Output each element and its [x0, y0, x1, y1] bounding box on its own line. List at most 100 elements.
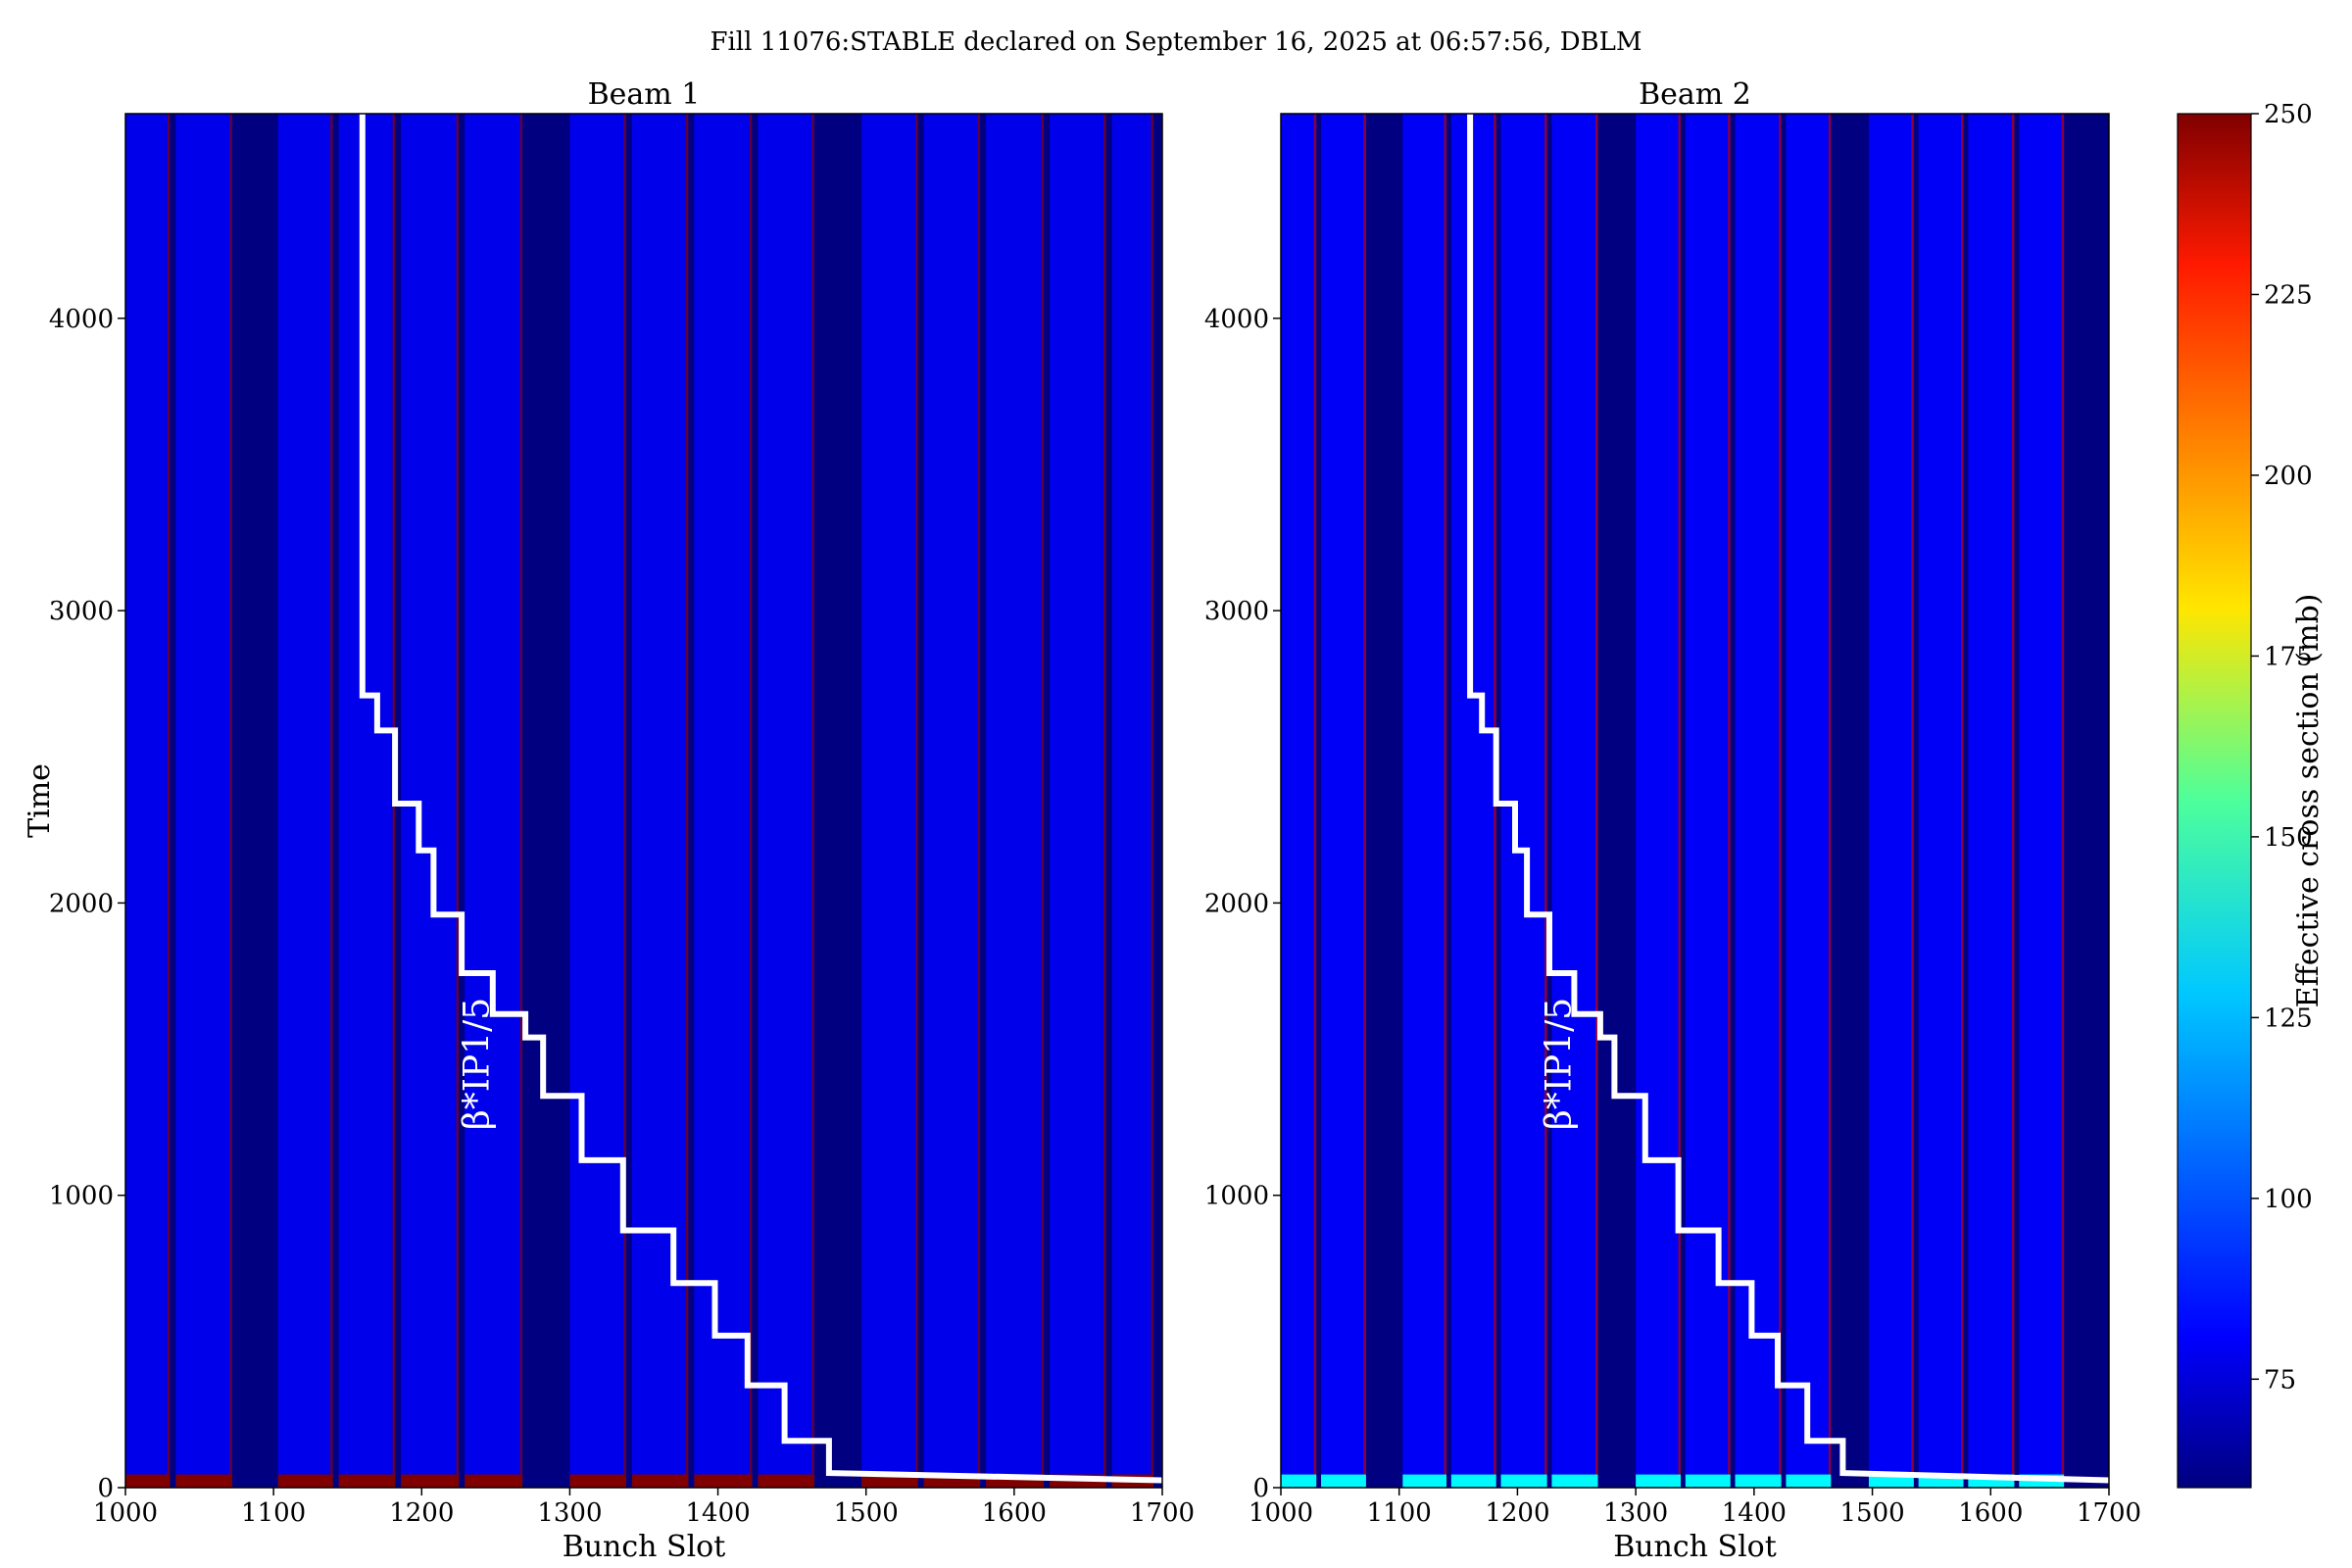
bunch-train-edge	[1444, 114, 1446, 1488]
x-tick-label: 1700	[2077, 1498, 2141, 1528]
bunch-train-band	[1636, 114, 1682, 1488]
bunch-train-band	[631, 114, 689, 1488]
beta-star-label: β*IP1/5	[1540, 998, 1580, 1130]
x-tick-label: 1600	[1958, 1498, 2023, 1528]
y-tick-label: 3000	[49, 597, 114, 626]
y-tick-label: 2000	[1204, 889, 1269, 918]
bunch-train-band	[1968, 114, 2015, 1488]
x-tick-label: 1700	[1130, 1498, 1195, 1528]
bunch-train-edge	[1313, 114, 1317, 1488]
colorbar-tick-label: 225	[2264, 280, 2313, 310]
initial-loss-strip	[631, 1474, 689, 1488]
initial-loss-strip	[1402, 1474, 1446, 1488]
bunch-train-edge	[229, 114, 232, 1488]
bunch-train-band	[694, 114, 753, 1488]
bunch-train-edge	[623, 114, 626, 1488]
colorbar-gradient	[2177, 113, 2252, 1489]
bunch-train-band	[1918, 114, 1964, 1488]
axes-frame	[1280, 113, 2110, 1489]
initial-loss-strip	[1636, 1474, 1682, 1488]
bunch-train-band	[1050, 114, 1106, 1488]
bunch-train-band	[2019, 114, 2065, 1488]
bunch-train-band	[1111, 114, 1153, 1488]
bunch-train-edge	[2011, 114, 2015, 1488]
initial-loss-strip	[401, 1474, 460, 1488]
colorbar-tick-label: 75	[2264, 1365, 2296, 1395]
initial-loss-strip	[1281, 1474, 1317, 1488]
bunch-train-band	[277, 114, 333, 1488]
initial-loss-strip	[1685, 1474, 1731, 1488]
bunch-train-band	[1685, 114, 1731, 1488]
bunch-train-edge	[1103, 114, 1106, 1488]
y-tick-label: 0	[1252, 1474, 1269, 1503]
bunch-train-band	[125, 114, 171, 1488]
y-tick-label: 4000	[1204, 305, 1269, 334]
panel-title: Beam 1	[588, 77, 701, 112]
colorbar-tick-label: 125	[2264, 1004, 2313, 1033]
figure-suptitle: Fill 11076:STABLE declared on September …	[710, 27, 1642, 57]
colorbar-tick-label: 250	[2264, 100, 2313, 129]
bunch-train-band	[1868, 114, 1914, 1488]
bunch-train-edge	[915, 114, 918, 1488]
bunch-train-edge	[1151, 114, 1153, 1488]
bunch-train-edge	[749, 114, 753, 1488]
initial-loss-strip	[1500, 1474, 1547, 1488]
beam-2-panel: β*IP1/5 Beam 2 1000 1100 1200 1300 1400 1500 160…	[1204, 77, 2141, 1564]
beta-star-label: β*IP1/5	[457, 998, 497, 1130]
initial-loss-strip	[1450, 1474, 1496, 1488]
bunch-train-edge	[1728, 114, 1731, 1488]
beta-star-step-line	[359, 114, 1163, 1484]
y-tick-label: 1000	[1204, 1182, 1269, 1211]
x-tick-label: 1000	[93, 1498, 158, 1528]
bunch-train-edge	[1544, 114, 1547, 1488]
colorbar-tick-label: 200	[2264, 462, 2313, 491]
bunch-train-edge	[685, 114, 689, 1488]
colorbar-ticks: 75 100 125 150 175 200 225 250	[2251, 100, 2313, 1395]
x-tick-label: 1000	[1249, 1498, 1313, 1528]
initial-loss-strip	[465, 1474, 523, 1488]
bunch-train-band	[569, 114, 626, 1488]
x-tick-label: 1100	[241, 1498, 306, 1528]
initial-loss-strip	[694, 1474, 753, 1488]
initial-loss-strip	[338, 1474, 396, 1488]
axes-frame	[124, 113, 1163, 1489]
y-tick-label: 4000	[49, 305, 114, 334]
x-tick-label: 1600	[982, 1498, 1047, 1528]
x-tick-label: 1300	[1603, 1498, 1668, 1528]
bunch-train-band	[1321, 114, 1366, 1488]
bunch-train-band	[1735, 114, 1782, 1488]
x-tick-label: 1500	[834, 1498, 899, 1528]
initial-loss-strip	[1868, 1474, 1914, 1488]
beam-1-panel: β*IP1/5 Beam 1 1000 1100 1200 1300 1400 1500 160…	[23, 77, 1195, 1564]
y-tick-label: 3000	[1204, 597, 1269, 626]
bunch-train-edge	[1678, 114, 1682, 1488]
initial-loss-strip	[569, 1474, 626, 1488]
initial-loss-strip	[861, 1474, 918, 1488]
y-tick-label: 2000	[49, 889, 114, 918]
initial-loss-strip	[125, 1474, 171, 1488]
bunch-train-edge	[1828, 114, 1832, 1488]
bunch-train-band	[465, 114, 523, 1488]
bunch-train-edge	[1961, 114, 1964, 1488]
bunch-train-band	[1786, 114, 1832, 1488]
bunch-train-band	[338, 114, 396, 1488]
bunch-train-band	[175, 114, 232, 1488]
x-tick-label: 1500	[1839, 1498, 1904, 1528]
bunch-train-edge	[977, 114, 981, 1488]
initial-loss-strip	[758, 1474, 814, 1488]
x-axis-label: Bunch Slot	[1613, 1530, 1777, 1564]
bunch-train-edge	[2061, 114, 2065, 1488]
bunch-train-band	[1281, 114, 1317, 1488]
bunch-train-band	[758, 114, 814, 1488]
initial-loss-strip	[1786, 1474, 1832, 1488]
bunch-train-band	[1551, 114, 1598, 1488]
bunch-train-edge	[1911, 114, 1914, 1488]
bunch-train-edge	[519, 114, 523, 1488]
x-tick-label: 1300	[537, 1498, 602, 1528]
colorbar-tick-label: 150	[2264, 823, 2313, 853]
bunch-train-edge	[330, 114, 333, 1488]
initial-loss-strip	[277, 1474, 333, 1488]
bunch-train-edge	[167, 114, 171, 1488]
bunch-train-edge	[456, 114, 460, 1488]
